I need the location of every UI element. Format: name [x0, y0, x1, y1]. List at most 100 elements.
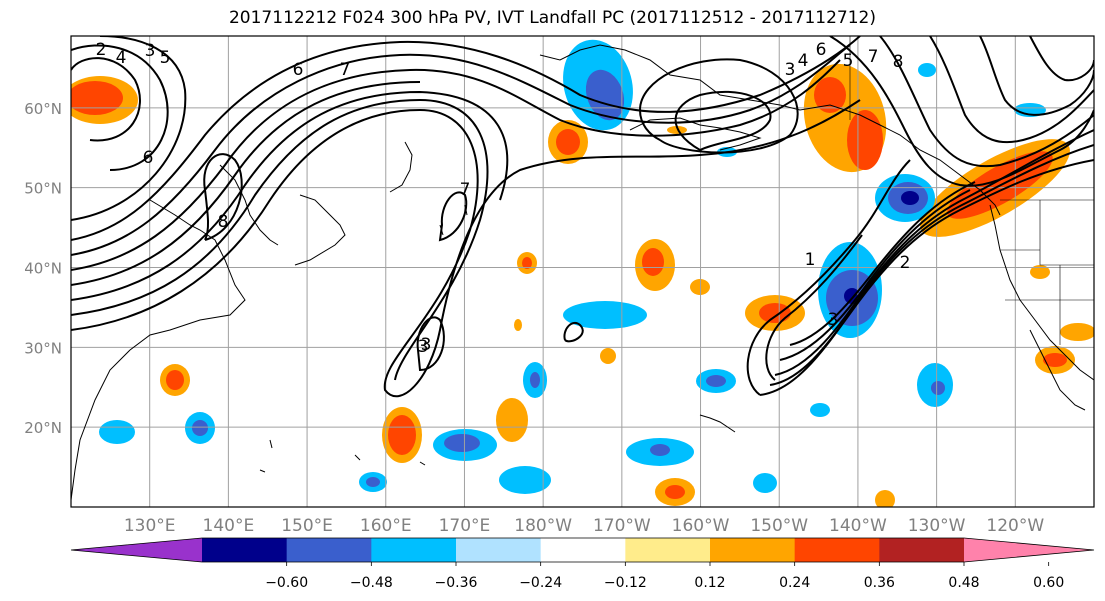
lon-tick-label: 170°E [439, 516, 491, 536]
contour-label: 6 [816, 40, 827, 60]
lon-tick-label: 130°E [124, 516, 176, 536]
contour-label: 6 [293, 60, 304, 80]
colorbar-segment [371, 538, 457, 562]
contour-label: 4 [116, 48, 127, 68]
anomaly-negative [499, 466, 551, 494]
map-title: 2017112212 F024 300 hPa PV, IVT Landfall… [228, 8, 876, 28]
colorbar-tick-label: 0.48 [948, 575, 979, 591]
anomaly-negative [99, 420, 135, 444]
contour-label: 7 [460, 180, 471, 200]
anomaly-positive [1035, 346, 1075, 374]
anomaly-positive [690, 279, 710, 295]
contour-label: 8 [893, 52, 904, 72]
contour-label: 4 [798, 51, 809, 71]
contour-label: 3 [145, 41, 156, 61]
lon-tick-label: 180°W [514, 516, 572, 536]
colorbar-tick-label: 0.36 [864, 575, 895, 591]
colorbar-segment [710, 538, 796, 562]
lon-tick-label: 140°W [829, 516, 887, 536]
contour-label: 5 [160, 48, 171, 68]
anomaly-positive [635, 239, 675, 291]
colorbar-segment [286, 538, 372, 562]
anomaly-positive [160, 364, 190, 396]
colorbar-extend-low [71, 538, 202, 562]
lat-tick-label: 30°N [24, 339, 62, 357]
contour-label: 7 [340, 60, 351, 80]
map-frame [70, 35, 1095, 508]
lat-tick-label: 40°N [24, 260, 62, 278]
lat-tick-label: 50°N [24, 180, 62, 198]
anomaly-positive [517, 252, 537, 274]
lon-tick-label: 160°E [360, 516, 412, 536]
anomaly-negative [433, 429, 497, 461]
colorbar-segment [456, 538, 542, 562]
lon-tick-label: 150°W [750, 516, 808, 536]
lon-tick-label: 160°W [672, 516, 730, 536]
colorbar-segment [540, 538, 626, 562]
lon-tick-label: 150°E [281, 516, 333, 536]
anomaly-negative [696, 369, 736, 393]
contour-label: 3 [785, 60, 796, 80]
anomaly-positive [496, 398, 528, 442]
colorbar-segment [794, 538, 880, 562]
colorbar-outline [70, 537, 1095, 563]
lat-tick-label: 60°N [24, 100, 62, 118]
contour-label: 7 [868, 47, 879, 67]
anomaly-positive [548, 120, 588, 164]
anomaly-positive [514, 319, 522, 331]
colorbar-tick-label: −0.48 [350, 575, 393, 591]
colorbar-segment [625, 538, 711, 562]
contour-label: 3 [421, 335, 432, 355]
colorbar-tick-label: −0.24 [519, 575, 562, 591]
lon-tick-label: 130°W [908, 516, 966, 536]
contour-label: 3 [828, 310, 839, 330]
anomaly-negative [918, 63, 936, 77]
lat-tick-label: 20°N [24, 419, 62, 437]
colorbar-segment [202, 538, 288, 562]
anomaly-positive [71, 76, 138, 124]
anomaly-positive [655, 478, 695, 506]
pv-contours [71, 36, 1094, 398]
colorbar-tick-label: −0.60 [265, 575, 308, 591]
anomaly-positive [803, 63, 887, 173]
anomaly-positive [1030, 265, 1050, 279]
colorbar-tick-label: 0.12 [694, 575, 725, 591]
colorbar-tick-label: 0.24 [779, 575, 810, 591]
grid-lines [71, 36, 1094, 507]
lon-tick-label: 140°E [203, 516, 255, 536]
anomaly-positive [875, 490, 895, 507]
contour-label: 2 [96, 40, 107, 60]
colorbar: −0.60 −0.48 −0.36 −0.24 −0.12 0.12 0.24 0.36 0.4… [70, 537, 1095, 591]
colorbar-tick-label: 0.60 [1033, 575, 1064, 591]
colorbar-extend-high [964, 538, 1094, 562]
anomaly-negative [626, 438, 694, 466]
anomaly-negative [917, 363, 953, 407]
contour-label: 2 [900, 253, 911, 273]
colorbar-segment [879, 538, 965, 562]
coastlines [71, 44, 1094, 501]
lon-tick-label: 170°W [593, 516, 651, 536]
contour-label: 5 [843, 51, 854, 71]
contour-label: 6 [143, 148, 154, 168]
contour-label: 1 [805, 250, 816, 270]
anomaly-negative [563, 301, 647, 329]
colorbar-tick-label: −0.36 [435, 575, 478, 591]
lon-tick-label: 120°W [986, 516, 1044, 536]
anomaly-positive [382, 407, 422, 463]
anomaly-negative [185, 412, 215, 444]
anomaly-negative [359, 472, 387, 492]
longitude-axis: 130°E 140°E 150°E 160°E 170°E 180°W 170°W 160°W… [124, 516, 1045, 536]
anomaly-positive [1060, 323, 1094, 341]
colorbar-tick-label: −0.12 [604, 575, 647, 591]
contour-label: 8 [218, 212, 229, 232]
anomaly-negative [810, 403, 830, 417]
latitude-axis: 60°N 50°N 40°N 30°N 20°N [24, 100, 62, 437]
contour-label: 3 [418, 337, 429, 357]
anomaly-negative [523, 362, 547, 398]
anomaly-positive [600, 348, 616, 364]
anomaly-positive [745, 295, 805, 331]
anomaly-negative [753, 473, 777, 493]
pv-anomaly-shading [71, 39, 1094, 507]
